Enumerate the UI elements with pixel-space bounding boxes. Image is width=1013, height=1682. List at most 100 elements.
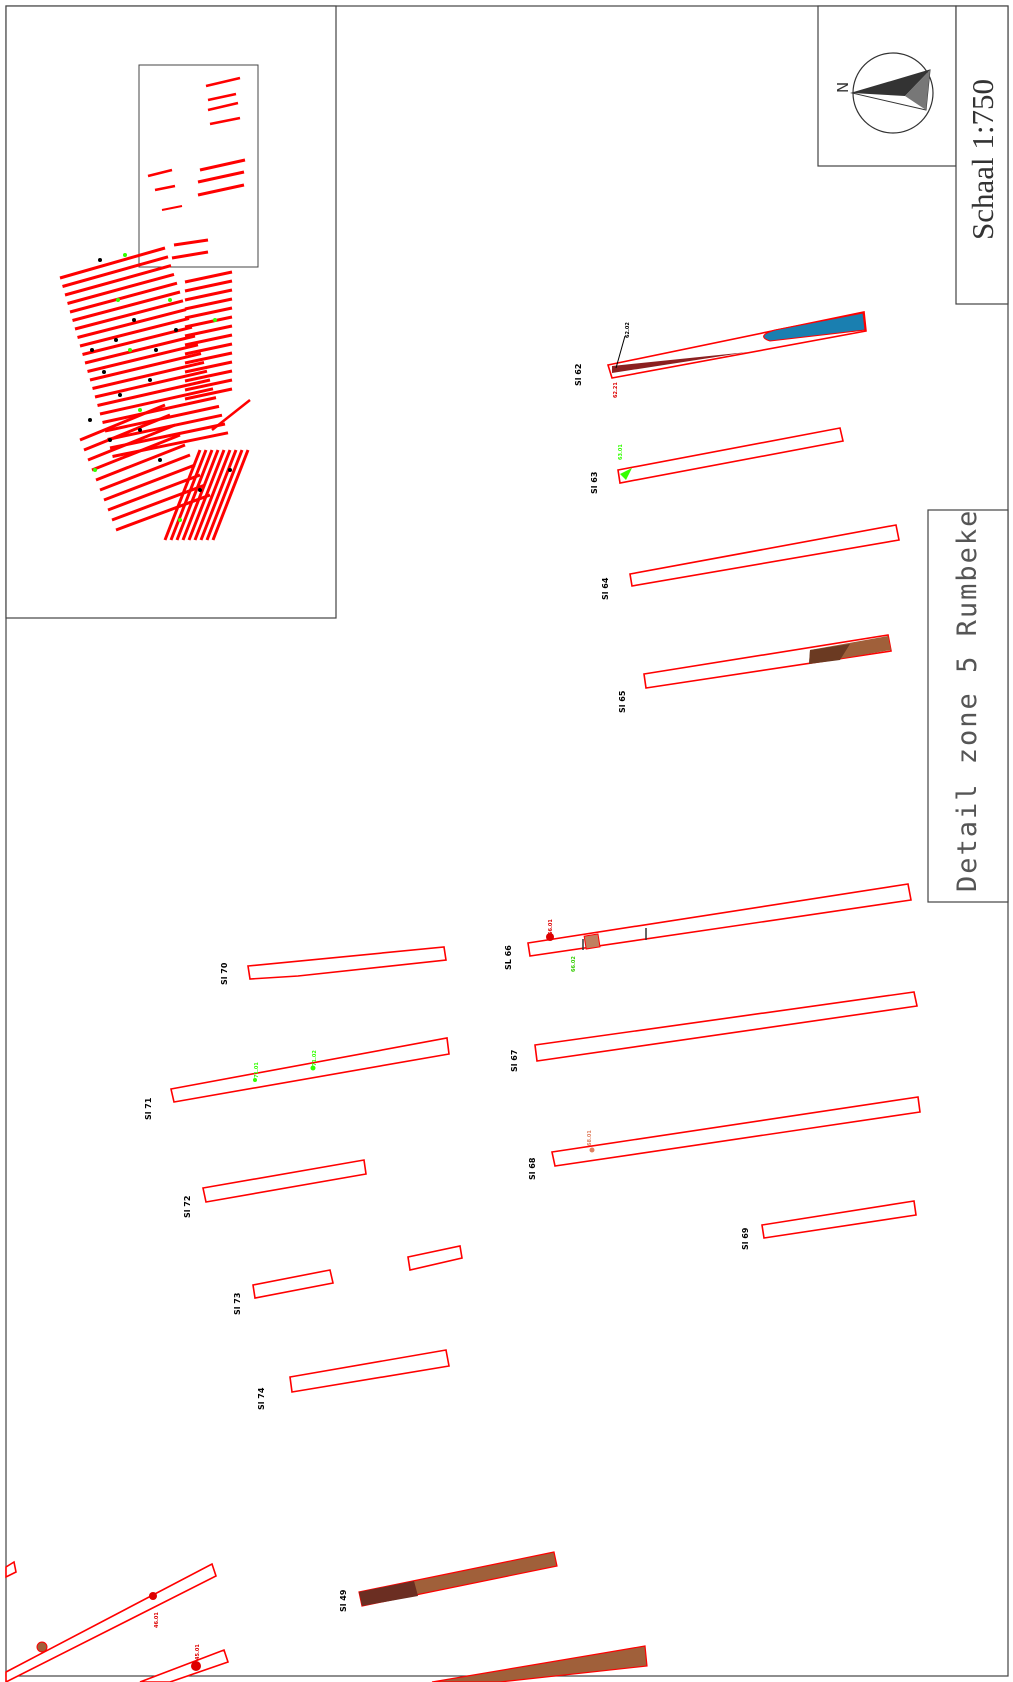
trench-sl-72: Sl 72 xyxy=(183,1159,367,1218)
trench-left-46: 46.01 xyxy=(5,1562,217,1682)
overview-trench-line xyxy=(154,184,176,192)
overview-trench-line xyxy=(175,449,214,541)
overview-marker xyxy=(138,408,142,412)
title-box: Detail zone 5 Rumbeke xyxy=(927,509,1009,903)
overview-trench-line xyxy=(171,250,209,260)
overview-trench-line xyxy=(67,272,175,305)
marker-label: 62.02 xyxy=(625,322,631,338)
overview-trench-line xyxy=(99,387,214,416)
overview-trench-line xyxy=(82,325,193,356)
overview-trench-line xyxy=(161,205,183,211)
trench-label: Sl 63 xyxy=(590,472,599,494)
overview-trench-line xyxy=(69,281,178,314)
trench-left-45: 45.01 xyxy=(139,1644,230,1682)
overview-marker xyxy=(88,418,92,422)
overview-trench-line xyxy=(59,246,166,280)
marker-red-dot xyxy=(149,1592,157,1600)
overview-trench-line xyxy=(74,299,184,331)
overview-trench-lines xyxy=(59,76,251,541)
overview-marker xyxy=(213,318,217,322)
overview-trench-line xyxy=(107,413,223,441)
overview-trench-line xyxy=(103,463,196,502)
overview-inset xyxy=(5,5,337,619)
trench-sl-73: Sl 73 xyxy=(233,1269,334,1315)
overview-trench-line xyxy=(193,449,232,541)
overview-trench-line xyxy=(197,170,245,184)
marker-label: 71.01 xyxy=(254,1062,260,1078)
marker-red-dot xyxy=(546,933,554,941)
overview-marker xyxy=(116,298,120,302)
trench-bottom-partial xyxy=(431,1645,648,1682)
overview-trench-line xyxy=(97,378,211,407)
overview-trench-line xyxy=(107,473,201,512)
overview-trench-line xyxy=(187,449,226,541)
overview-trench-line xyxy=(181,449,220,541)
marker-green-dot xyxy=(253,1078,257,1082)
north-arrow-icon xyxy=(852,70,930,96)
marker-label: 71.02 xyxy=(312,1050,318,1066)
trench-sl-63: 63.01 Sl 63 xyxy=(590,427,844,494)
overview-trench-line xyxy=(72,290,181,322)
trench-label: Sl 73 xyxy=(233,1293,242,1315)
trench-sl-70: Sl 70 xyxy=(220,946,447,985)
overview-trench-line xyxy=(83,413,171,452)
north-label: N xyxy=(834,82,852,93)
overview-marker xyxy=(158,458,162,462)
overview-trench-line xyxy=(147,168,173,178)
trench-sl-69: Sl 69 xyxy=(741,1200,917,1250)
overview-marker xyxy=(98,258,102,262)
overview-trench-line xyxy=(95,443,186,482)
marker-label: 46.01 xyxy=(154,1612,160,1628)
overview-trench-line xyxy=(184,270,233,284)
overview-detail-box xyxy=(138,64,259,268)
overview-marker xyxy=(102,370,106,374)
overview-trench-line xyxy=(79,403,166,442)
trench-label: Sl 68 xyxy=(528,1157,537,1180)
trench-sl-71: 71.01 71.02 Sl 71 xyxy=(144,1037,450,1120)
overview-trench-line xyxy=(102,396,217,424)
overview-trench-line xyxy=(169,449,208,541)
trench-label: Sl 69 xyxy=(741,1227,750,1250)
trench-label: SL 66 xyxy=(504,945,513,970)
trench-sl-62-dark-fill xyxy=(612,352,748,373)
trench-sl-65: Sl 65 xyxy=(618,634,892,713)
overview-trench-line xyxy=(84,334,196,365)
overview-trench-line xyxy=(184,288,233,302)
overview-marker xyxy=(114,338,118,342)
overview-trench-line xyxy=(112,431,229,458)
overview-trench-line xyxy=(184,297,233,311)
trench-label: Sl 62 xyxy=(574,364,583,386)
overview-trench-line xyxy=(209,116,241,126)
overview-marker xyxy=(148,378,152,382)
overview-marker xyxy=(138,428,142,432)
overview-marker xyxy=(128,348,132,352)
overview-trench-line xyxy=(211,449,250,541)
overview-trench-line xyxy=(91,433,181,472)
overview-marker xyxy=(118,393,122,397)
overview-trench-line xyxy=(173,238,209,247)
overview-trench-line xyxy=(184,342,233,356)
marker-label: 45.01 xyxy=(195,1644,201,1660)
trench-label: Sl 64 xyxy=(601,577,610,600)
scale-text: Schaal 1:750 xyxy=(965,79,1000,240)
overview-marker xyxy=(154,348,158,352)
marker-label: 63.01 xyxy=(618,444,624,460)
overview-marker xyxy=(93,468,97,472)
trench-label: Sl 74 xyxy=(257,1387,266,1410)
overview-trench-line xyxy=(184,387,233,401)
overview-trench-line xyxy=(207,92,237,102)
trench-sl-62-blue-fill xyxy=(763,312,866,342)
overview-trench-line xyxy=(197,183,245,197)
trench-sl-68: 68.01 Sl 68 xyxy=(528,1096,921,1180)
marker-label: 62.21 xyxy=(613,382,619,398)
overview-trench-line xyxy=(184,306,233,320)
overview-trench-line xyxy=(94,369,208,399)
marker-red-dot xyxy=(191,1661,201,1671)
overview-marker xyxy=(198,488,202,492)
overview-marker xyxy=(178,518,182,522)
trench-left-edge xyxy=(5,1560,17,1579)
overview-marker xyxy=(168,298,172,302)
scale-box: Schaal 1:750 xyxy=(955,5,1009,305)
overview-marker xyxy=(228,468,232,472)
overview-trench-line xyxy=(184,315,233,329)
